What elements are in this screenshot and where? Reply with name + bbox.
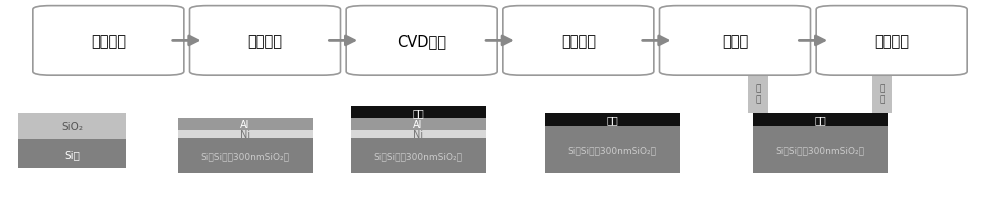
FancyBboxPatch shape: [816, 7, 967, 76]
FancyBboxPatch shape: [346, 7, 497, 76]
Text: Si片Si片（300nmSiO₂）: Si片Si片（300nmSiO₂）: [374, 151, 462, 160]
Text: 表征测试: 表征测试: [874, 34, 909, 49]
Text: 碳膜: 碳膜: [412, 108, 424, 118]
Bar: [178, 139, 312, 173]
Bar: [753, 127, 888, 173]
Text: Al: Al: [240, 119, 250, 129]
FancyBboxPatch shape: [503, 7, 654, 76]
FancyBboxPatch shape: [33, 7, 184, 76]
Text: 碳膜: 碳膜: [606, 115, 618, 125]
Bar: [748, 74, 768, 114]
Text: 磁控溅射: 磁控溅射: [248, 34, 283, 49]
Bar: [178, 118, 312, 130]
Bar: [872, 74, 892, 114]
Text: SiO₂: SiO₂: [61, 122, 83, 132]
Bar: [351, 119, 486, 130]
Bar: [18, 140, 126, 169]
Text: Ni: Ni: [240, 129, 250, 139]
Text: Si片: Si片: [64, 149, 80, 159]
Text: Al: Al: [413, 119, 423, 130]
Text: 硅基衬底: 硅基衬底: [91, 34, 126, 49]
Bar: [178, 130, 312, 139]
Text: CVD生长: CVD生长: [397, 34, 446, 49]
Text: 碳膜: 碳膜: [814, 115, 826, 125]
Bar: [544, 127, 680, 173]
Bar: [18, 114, 126, 140]
Text: 电
极: 电 极: [879, 84, 885, 103]
Text: Si片Si片（300nmSiO₂）: Si片Si片（300nmSiO₂）: [568, 145, 656, 154]
FancyBboxPatch shape: [660, 7, 810, 76]
Bar: [351, 107, 486, 119]
Text: 电
极: 电 极: [755, 84, 761, 103]
Bar: [544, 114, 680, 127]
Text: Si片Si片（300nmSiO₂）: Si片Si片（300nmSiO₂）: [200, 151, 290, 160]
Text: Si片Si片（300nmSiO₂）: Si片Si片（300nmSiO₂）: [776, 145, 864, 154]
Text: 蒸电极: 蒸电极: [722, 34, 748, 49]
Bar: [351, 139, 486, 173]
Bar: [351, 130, 486, 139]
Bar: [753, 114, 888, 127]
Text: Ni: Ni: [413, 129, 423, 139]
Text: 湿法腐蚀: 湿法腐蚀: [561, 34, 596, 49]
FancyBboxPatch shape: [190, 7, 340, 76]
